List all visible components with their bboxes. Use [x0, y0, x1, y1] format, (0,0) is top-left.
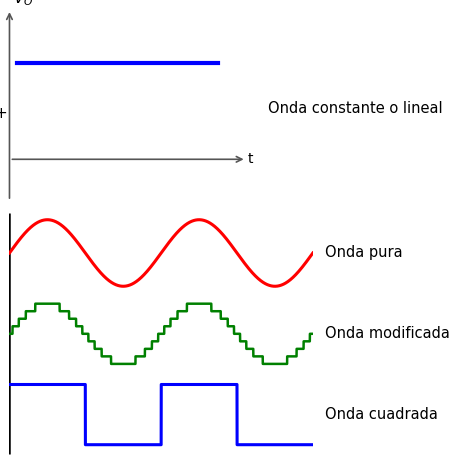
Text: +: + — [0, 106, 8, 121]
Text: Onda cuadrada: Onda cuadrada — [325, 407, 438, 422]
Text: $V_O$: $V_O$ — [13, 0, 33, 7]
Text: t: t — [248, 152, 253, 166]
Text: Onda constante o lineal: Onda constante o lineal — [268, 101, 442, 116]
Text: Onda pura: Onda pura — [325, 245, 402, 261]
Text: Onda modificada: Onda modificada — [325, 326, 449, 341]
